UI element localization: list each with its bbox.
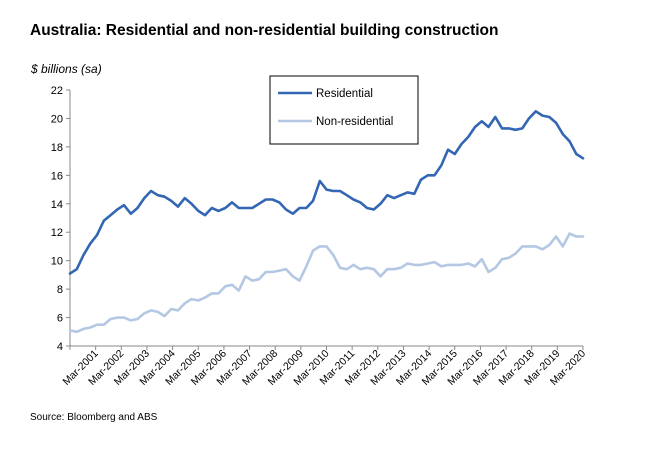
y-tick-label: 8	[57, 284, 63, 296]
y-tick-label: 10	[51, 256, 63, 268]
y-tick-label: 22	[51, 85, 63, 97]
y-tick-label: 6	[57, 313, 63, 325]
series-lines	[68, 110, 585, 334]
y-axis-label: $ billions (sa)	[31, 62, 102, 76]
non-residential-line	[68, 232, 585, 334]
y-tick-label: 14	[51, 199, 63, 211]
y-tick-label: 4	[57, 341, 63, 353]
y-tick-label: 20	[51, 113, 63, 125]
legend: Residential Non-residential	[269, 75, 419, 145]
legend-label-residential: Residential	[316, 88, 373, 100]
legend-label-non-residential: Non-residential	[316, 116, 393, 128]
y-tick-label: 16	[51, 170, 63, 182]
legend-box	[269, 75, 419, 145]
y-tick-label: 12	[51, 227, 63, 239]
chart-title: Australia: Residential and non-residenti…	[30, 22, 499, 39]
y-tick-label: 18	[51, 142, 63, 154]
residential-line	[68, 110, 585, 275]
source-note: Source: Bloomberg and ABS	[30, 412, 158, 423]
